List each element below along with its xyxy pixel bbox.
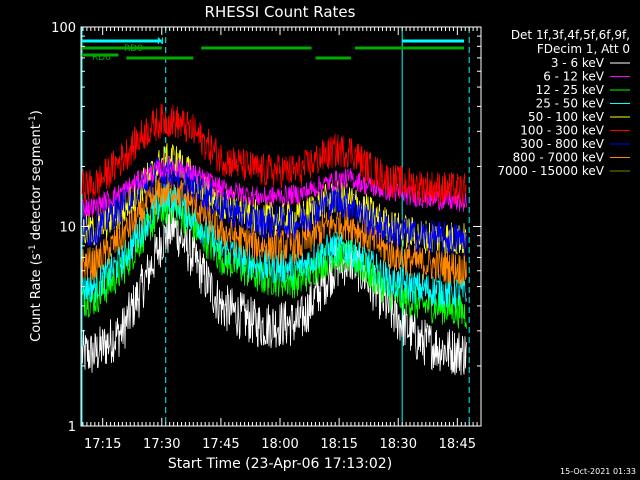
y-axis: 1 10 100 <box>51 21 481 435</box>
x-tick-label: 18:30 <box>380 437 417 452</box>
legend-entry-label: 100 - 300 keV <box>520 124 604 138</box>
x-tick-label: 17:45 <box>202 437 239 452</box>
legend-header-line-2: FDecim 1, Att 0 <box>537 42 630 56</box>
legend-entry-label: 12 - 25 keV <box>536 83 605 97</box>
annotation-rd6: RD6 <box>92 53 111 63</box>
series-line-0 <box>81 205 467 376</box>
x-axis: 17:15 17:30 17:45 18:00 18:15 18:30 18:45 <box>82 27 482 452</box>
legend-entry-label: 7000 - 15000 keV <box>497 164 604 178</box>
series-line-7 <box>81 173 467 286</box>
chart-title: RHESSI Count Rates <box>205 3 356 21</box>
x-tick-label: 18:15 <box>320 437 357 452</box>
x-tick-label: 17:30 <box>143 437 180 452</box>
annotation-n: N <box>157 37 164 47</box>
series-line-5 <box>81 103 467 206</box>
legend-entry-label: 800 - 7000 keV <box>513 151 605 165</box>
annotation-rd0: RD0 <box>124 44 143 54</box>
y-tick-label: 10 <box>59 221 76 236</box>
series-line-6 <box>81 154 467 256</box>
x-tick-label: 18:45 <box>439 437 476 452</box>
legend-entry-label: 50 - 100 keV <box>528 110 605 124</box>
series-line-2 <box>81 191 467 329</box>
legend-entry-label: 3 - 6 keV <box>551 56 605 70</box>
legend-header-line-1: Det 1f,3f,4f,5f,6f,9f, <box>511 28 630 42</box>
legend-entry-label: 6 - 12 keV <box>543 70 605 84</box>
legend-entry-label: 25 - 50 keV <box>536 97 605 111</box>
legend-entry-label: 300 - 800 keV <box>520 137 604 151</box>
x-tick-label: 17:15 <box>84 437 121 452</box>
y-axis-label: Count Rate (s-1 detector segment-1) <box>28 110 44 342</box>
footer-timestamp: 15-Oct-2021 01:33 <box>560 467 636 476</box>
x-tick-label: 18:00 <box>261 437 298 452</box>
legend: Det 1f,3f,4f,5f,6f,9f, FDecim 1, Att 0 3… <box>497 28 630 178</box>
x-axis-label: Start Time (23-Apr-06 17:13:02) <box>168 456 392 472</box>
y-tick-label: 1 <box>68 420 76 435</box>
y-tick-label: 100 <box>51 21 76 36</box>
